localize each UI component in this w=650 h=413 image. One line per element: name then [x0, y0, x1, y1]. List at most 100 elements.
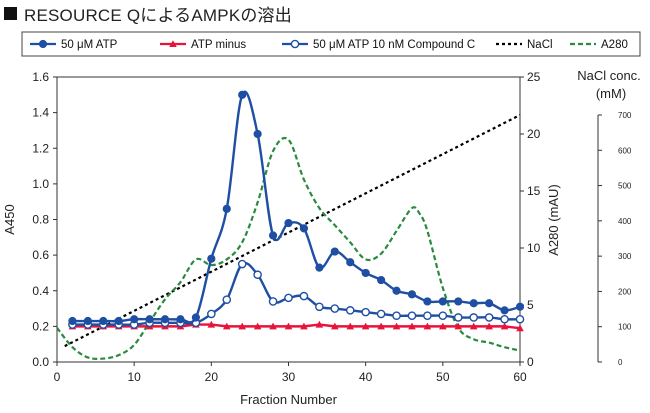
data-point-filled-circle [207, 254, 216, 263]
data-point-open-circle [500, 314, 509, 324]
data-point-filled-circle [515, 302, 525, 311]
data-point-filled-circle [68, 316, 77, 326]
y-left-tick-label: 1.2 [32, 141, 49, 155]
y-left-tick-label: 1.4 [32, 106, 49, 120]
legend-item: 50 μM ATP [30, 39, 118, 51]
legend-label: A280 [601, 39, 628, 51]
data-point-filled-circle [469, 299, 478, 308]
series-line [72, 90, 521, 324]
data-point-triangle [500, 322, 509, 330]
y-left-tick-label: 0.8 [32, 213, 49, 227]
y-a280-tick-label: 25 [527, 70, 541, 84]
data-point-open-circle [407, 311, 417, 320]
data-point-open-circle [453, 313, 463, 322]
data-point-triangle [331, 322, 339, 330]
data-point-open-circle [515, 314, 525, 324]
y-axis-nacl-label-line2: (mM) [596, 86, 626, 101]
series-line [64, 114, 521, 348]
data-point-open-circle [392, 311, 401, 320]
axis-ticks: 0 10 20 30 40 50 600.00.20.40.60.81.01.21.41.6… [32, 70, 632, 384]
data-point-filled-circle [130, 315, 139, 324]
data-point-triangle [315, 320, 324, 328]
x-axis-label: Fraction Number [240, 392, 337, 407]
y-a280-tick-label: 0 [527, 355, 534, 369]
data-point-triangle [469, 322, 478, 330]
data-point-filled-circle [500, 306, 509, 315]
y-axis-left-label: A450 [2, 204, 17, 234]
data-point-filled-circle [361, 268, 370, 278]
data-point-open-circle [345, 306, 355, 315]
data-point-open-circle [361, 307, 370, 317]
y-left-tick-label: 0.0 [32, 355, 49, 369]
legend-label: ATP minus [191, 39, 246, 51]
series-layer [56, 90, 525, 360]
data-point-open-circle [237, 259, 247, 269]
legend: 50 μM ATP ATP minus 50 μM ATP 10 nM Compou… [21, 31, 641, 57]
series-line [72, 323, 521, 330]
data-point-filled-circle [485, 299, 494, 308]
y-left-tick-label: 1.0 [32, 177, 49, 191]
data-point-open-circle [207, 309, 216, 319]
x-tick-label: 0 [54, 370, 61, 384]
data-point-filled-circle [38, 39, 48, 49]
y-nacl-tick-label: 300 [618, 252, 632, 261]
data-point-filled-circle [284, 218, 293, 228]
data-point-open-circle [438, 311, 448, 320]
data-point-open-circle [290, 39, 300, 49]
series-line [72, 261, 521, 326]
x-tick-label: 20 [205, 370, 219, 384]
data-point-triangle [238, 322, 246, 330]
x-tick-label: 40 [359, 370, 373, 384]
data-point-open-circle [330, 304, 340, 313]
data-point-open-circle [222, 295, 232, 304]
series-50-m-atp [68, 90, 525, 326]
data-point-triangle [423, 322, 432, 330]
data-point-filled-circle [99, 316, 108, 326]
title-square-bullet [4, 6, 17, 20]
data-point-triangle [516, 324, 524, 332]
y-a280-tick-label: 15 [527, 184, 541, 198]
legend-items: 50 μM ATP ATP minus 50 μM ATP 10 nM Compou… [30, 39, 628, 51]
y-a280-tick-label: 20 [527, 127, 541, 141]
y-left-tick-label: 0.6 [32, 248, 49, 262]
data-point-filled-circle [315, 263, 324, 272]
legend-label: 50 μM ATP [61, 39, 118, 51]
data-point-triangle [222, 322, 231, 330]
data-point-triangle [377, 322, 385, 330]
data-point-filled-circle [145, 315, 154, 324]
y-left-tick-label: 0.4 [32, 284, 49, 298]
data-point-filled-circle [330, 247, 339, 256]
series-line [56, 136, 521, 360]
y-nacl-tick-label: 200 [618, 287, 632, 296]
x-tick-label: 30 [282, 370, 296, 384]
data-point-open-circle [315, 302, 324, 312]
data-point-triangle [392, 322, 401, 330]
data-point-filled-circle [438, 297, 447, 306]
legend-box [21, 31, 641, 57]
series-a280 [56, 136, 521, 360]
data-point-filled-circle [268, 231, 278, 240]
legend-item: 50 μM ATP 10 nM Compound C [282, 39, 475, 51]
data-point-filled-circle [454, 297, 463, 306]
data-point-open-circle [484, 313, 494, 322]
y-a280-tick-label: 10 [527, 241, 541, 255]
data-point-filled-circle [160, 315, 170, 324]
data-point-filled-circle [392, 286, 401, 295]
data-point-triangle [253, 322, 262, 330]
legend-label: NaCl [527, 39, 553, 51]
data-point-filled-circle [299, 224, 309, 233]
y-left-tick-label: 0.2 [32, 319, 49, 333]
series-nacl [64, 114, 521, 348]
data-point-open-circle [284, 293, 293, 303]
data-point-triangle [207, 320, 216, 328]
data-point-triangle [454, 322, 463, 330]
data-point-open-circle [376, 309, 386, 319]
x-tick-label: 60 [513, 370, 527, 384]
data-point-filled-circle [377, 275, 386, 285]
data-point-filled-circle [253, 129, 262, 139]
y-nacl-tick-label: 700 [618, 111, 632, 120]
data-point-filled-circle [238, 90, 247, 99]
data-point-filled-circle [423, 297, 432, 306]
data-point-triangle [346, 322, 355, 330]
y-nacl-tick-label: 100 [618, 323, 632, 332]
